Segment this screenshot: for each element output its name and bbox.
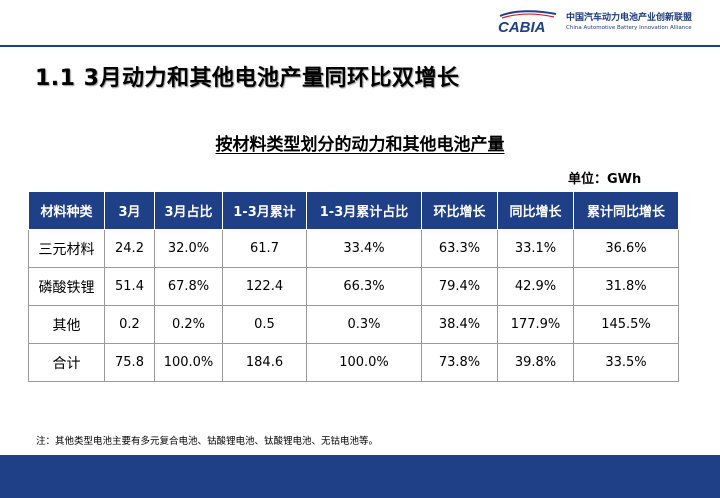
header: CABIA 中国汽车动力电池产业创新联盟 China Automotive Ba… [0,0,720,47]
cell-march-share: 67.8% [154,267,223,306]
cell-march: 24.2 [104,229,155,268]
table-title: 按材料类型划分的动力和其他电池产量 [215,135,505,155]
header-material: 材料种类 [28,191,105,230]
org-name-cn: 中国汽车动力电池产业创新联盟 [566,13,693,23]
cell-yoy: 33.1% [497,229,574,268]
footnote: 注：其他类型电池主要有多元复合电池、钴酸锂电池、钛酸锂电池、无钴电池等。 [36,436,379,447]
cell-ytd-share: 66.3% [306,267,422,306]
header-march-share: 3月占比 [154,191,223,230]
table-header-row: 材料种类 3月 3月占比 1-3月累计 1-3月累计占比 环比增长 同比增长 累… [28,191,679,230]
cell-march: 51.4 [104,267,155,306]
cell-yoy: 39.8% [497,343,574,382]
cell-yoy: 42.9% [497,267,574,306]
cell-ytd: 122.4 [222,267,307,306]
header-yoy: 同比增长 [497,191,574,230]
cell-ytd: 61.7 [222,229,307,268]
svg-text:CABIA: CABIA [498,19,546,36]
unit-label: 单位：GWh [568,172,642,187]
cell-ytd: 184.6 [222,343,307,382]
header-mom: 环比增长 [421,191,498,230]
cell-ytd-yoy: 36.6% [573,229,679,268]
cell-march-share: 0.2% [154,305,223,344]
header-march: 3月 [104,191,155,230]
table-row: 三元材料 24.2 32.0% 61.7 33.4% 63.3% 33.1% 3… [28,229,679,268]
header-ytd: 1-3月累计 [222,191,307,230]
table-row: 磷酸铁锂 51.4 67.8% 122.4 66.3% 79.4% 42.9% … [28,267,679,306]
cell-march-share: 100.0% [154,343,223,382]
cell-mom: 79.4% [421,267,498,306]
header-rule [0,45,720,47]
cell-ytd-share: 0.3% [306,305,422,344]
cell-material: 合计 [28,343,105,382]
cell-ytd-yoy: 145.5% [573,305,679,344]
cell-yoy: 177.9% [497,305,574,344]
cell-mom: 38.4% [421,305,498,344]
cell-material: 磷酸铁锂 [28,267,105,306]
cell-ytd-share: 33.4% [306,229,422,268]
org-name-block: 中国汽车动力电池产业创新联盟 China Automotive Battery … [566,13,716,32]
cell-ytd-share: 100.0% [306,343,422,382]
cell-ytd: 0.5 [222,305,307,344]
cell-material: 三元材料 [28,229,105,268]
header-ytd-yoy: 累计同比增长 [573,191,679,230]
cell-material: 其他 [28,305,105,344]
table-row: 合计 75.8 100.0% 184.6 100.0% 73.8% 39.8% … [28,343,679,382]
cell-ytd-yoy: 33.5% [573,343,679,382]
footer-bar [0,455,720,498]
cell-mom: 73.8% [421,343,498,382]
production-table: 材料种类 3月 3月占比 1-3月累计 1-3月累计占比 环比增长 同比增长 累… [28,191,679,382]
cell-march: 0.2 [104,305,155,344]
slide-title: 1.1 3月动力和其他电池产量同环比双增长 [35,66,460,91]
cell-ytd-yoy: 31.8% [573,267,679,306]
cell-mom: 63.3% [421,229,498,268]
cell-march-share: 32.0% [154,229,223,268]
header-ytd-share: 1-3月累计占比 [306,191,422,230]
table-row: 其他 0.2 0.2% 0.5 0.3% 38.4% 177.9% 145.5% [28,305,679,344]
cabia-logo: CABIA [498,10,557,36]
org-name-en: China Automotive Battery Innovation Alli… [566,25,692,31]
cell-march: 75.8 [104,343,155,382]
